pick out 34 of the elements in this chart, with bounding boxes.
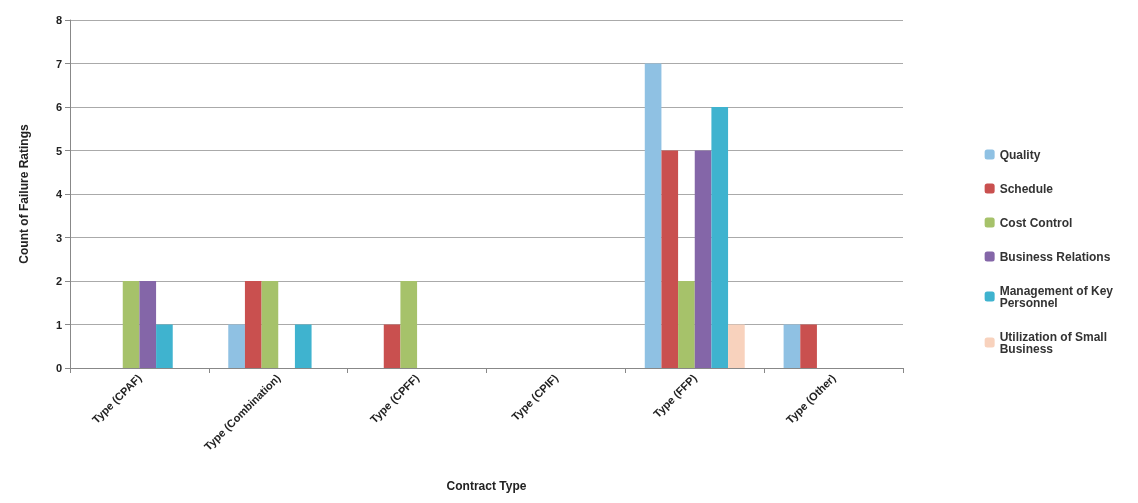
bar	[156, 324, 173, 368]
bar	[261, 281, 279, 368]
legend-label: Cost Control	[999, 215, 1073, 230]
bar	[228, 324, 245, 368]
y-tick-label: 2	[55, 275, 62, 287]
bar	[244, 281, 262, 368]
bar	[783, 324, 801, 368]
legend-label: Business Relations	[999, 249, 1111, 264]
y-tick-label: 8	[55, 14, 62, 26]
legend-label: Management of Key Personnel	[999, 283, 1114, 310]
y-tick-label: 7	[55, 57, 62, 70]
bar	[711, 107, 729, 368]
bar	[661, 150, 679, 368]
legend-label: Utilization of Small Business	[999, 329, 1107, 356]
y-axis-title: Count of Failure Ratings	[17, 124, 31, 264]
bar	[383, 324, 401, 368]
y-tick-label: 4	[55, 188, 63, 200]
bar	[122, 281, 140, 368]
bar	[400, 281, 418, 368]
bar	[694, 150, 712, 368]
bar	[644, 63, 662, 368]
bar	[800, 324, 817, 368]
y-tick-label: 3	[55, 231, 62, 244]
y-tick-label: 0	[55, 362, 62, 374]
bar	[678, 281, 695, 368]
bar	[294, 324, 312, 368]
legend-label: Schedule	[999, 181, 1054, 196]
x-axis-title: Contract Type	[446, 479, 527, 493]
legend-label: Quality	[999, 147, 1041, 162]
y-tick-label: 5	[55, 144, 62, 157]
y-tick-label: 6	[55, 101, 62, 113]
bar	[139, 281, 157, 368]
bar	[728, 324, 745, 368]
y-tick-label: 1	[55, 318, 62, 331]
